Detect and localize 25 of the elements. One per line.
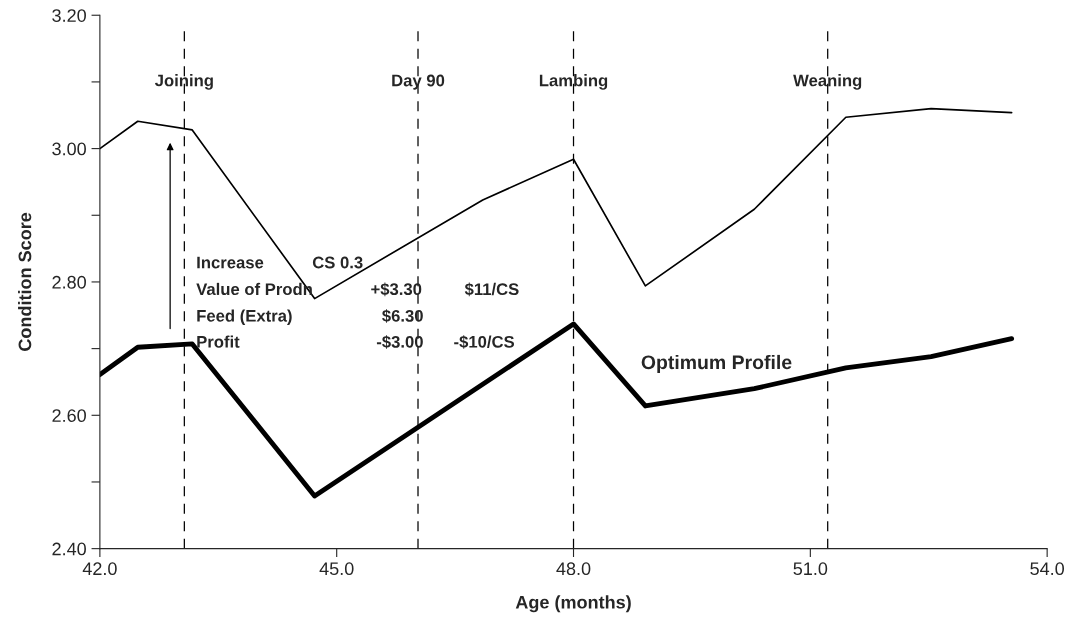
series-label: Optimum Profile <box>641 354 792 374</box>
annotation: -$3.00 <box>376 335 423 349</box>
ref-line-label: Day 90 <box>392 74 445 90</box>
x-tick-label: 48.0 <box>556 562 591 576</box>
annotation: -$10/CS <box>454 335 515 349</box>
y-axis-title: Condition Score <box>18 212 32 351</box>
x-tick-label: 54.0 <box>1030 562 1065 576</box>
annotation: Increase <box>197 256 264 269</box>
x-tick-label: 42.0 <box>82 562 117 576</box>
ref-line-label: Weaning <box>793 74 862 90</box>
y-tick-label: 3.20 <box>52 9 86 22</box>
y-tick-label: 3.00 <box>52 142 86 156</box>
x-tick-label: 51.0 <box>793 562 828 576</box>
annotation: Profit <box>197 335 240 348</box>
annotation: CS 0.3 <box>312 256 363 269</box>
ref-line-label: Lambing <box>539 74 608 90</box>
y-tick-label: 2.60 <box>52 409 86 423</box>
y-tick-label: 2.40 <box>52 542 86 556</box>
y-tick-label: 2.80 <box>52 275 86 289</box>
annotation: Feed (Extra) <box>197 309 292 326</box>
x-tick-label: 45.0 <box>319 562 354 576</box>
annotation: $11/CS <box>464 282 519 297</box>
ref-line-label: Joining <box>154 74 213 90</box>
x-axis-title: Age (months) <box>515 595 631 613</box>
annotation: +$3.30 <box>371 282 422 297</box>
